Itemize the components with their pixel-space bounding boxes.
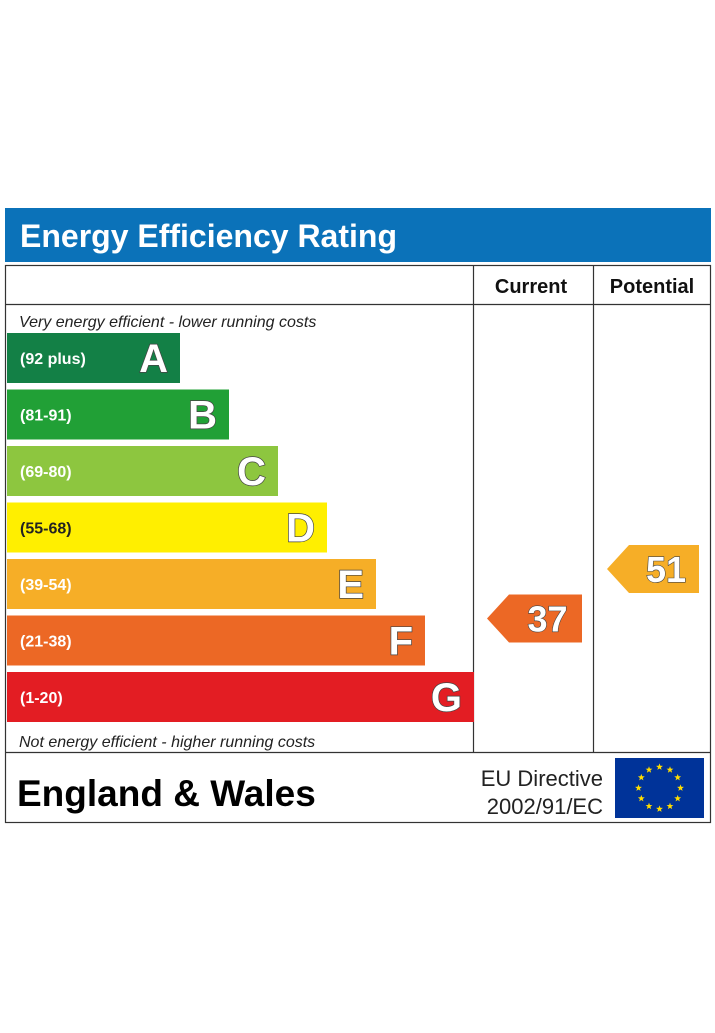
current-rating-value: 37	[527, 598, 567, 639]
eu-stars	[635, 763, 684, 812]
band-bar-a	[7, 333, 180, 383]
band-g: (1-20) G	[7, 672, 474, 722]
band-range-a: (92 plus)	[20, 351, 86, 368]
title-bar	[5, 208, 711, 262]
eu-star-icon	[674, 794, 682, 802]
band-d: (55-68) D	[7, 502, 327, 553]
rating-bands: (92 plus) A (81-91) B (69-80) C (55-68) D (39-54…	[7, 333, 474, 722]
band-letter-f: F	[389, 620, 413, 664]
potential-rating-value: 51	[646, 549, 686, 590]
rating-arrows: 37 51	[487, 545, 699, 643]
band-c: (69-80) C	[7, 446, 278, 496]
band-a: (92 plus) A	[7, 333, 180, 383]
eu-star-icon	[637, 794, 645, 802]
region-label: England & Wales	[17, 773, 316, 814]
directive-line-2: 2002/91/EC	[487, 794, 603, 819]
band-bar-d	[7, 502, 327, 553]
potential-arrow-shape	[607, 545, 699, 593]
eu-star-icon	[666, 802, 674, 810]
band-range-b: (81-91)	[20, 408, 72, 425]
band-bar-b	[7, 389, 229, 440]
column-header-potential: Potential	[610, 276, 694, 298]
column-header-current: Current	[495, 276, 568, 298]
potential-rating-arrow: 51	[607, 545, 699, 593]
eu-star-icon	[656, 805, 663, 812]
eu-star-icon	[666, 766, 674, 773]
band-range-d: (55-68)	[20, 521, 72, 538]
band-range-c: (69-80)	[20, 464, 72, 481]
band-range-g: (1-20)	[20, 690, 63, 707]
band-f: (21-38) F	[7, 615, 425, 666]
directive-line-1: EU Directive	[481, 766, 603, 791]
band-letter-b: B	[188, 394, 217, 438]
band-range-f: (21-38)	[20, 634, 72, 651]
chart-title: Energy Efficiency Rating	[20, 218, 397, 254]
eu-star-icon	[645, 766, 653, 773]
band-range-e: (39-54)	[20, 577, 72, 594]
eu-star-icon	[637, 773, 645, 781]
current-arrow-shape	[487, 594, 582, 643]
band-letter-g: G	[431, 676, 462, 720]
eu-star-icon	[635, 784, 642, 791]
eu-star-icon	[645, 802, 653, 810]
note-bottom: Not energy efficient - higher running co…	[19, 734, 315, 751]
band-bar-e	[7, 559, 376, 609]
band-letter-e: E	[337, 563, 364, 607]
eu-star-icon	[677, 784, 684, 791]
band-letter-d: D	[286, 507, 315, 551]
band-bar-g	[7, 672, 474, 722]
eu-star-icon	[656, 763, 663, 770]
table-frame	[4, 264, 712, 824]
band-letter-c: C	[237, 450, 266, 494]
band-bar-f	[7, 615, 425, 666]
band-bar-c	[7, 446, 278, 496]
band-b: (81-91) B	[7, 389, 229, 440]
eu-star-icon	[674, 773, 682, 781]
current-rating-arrow: 37	[487, 594, 582, 643]
band-letter-a: A	[139, 337, 168, 381]
note-top: Very energy efficient - lower running co…	[19, 314, 316, 331]
band-e: (39-54) E	[7, 559, 376, 609]
